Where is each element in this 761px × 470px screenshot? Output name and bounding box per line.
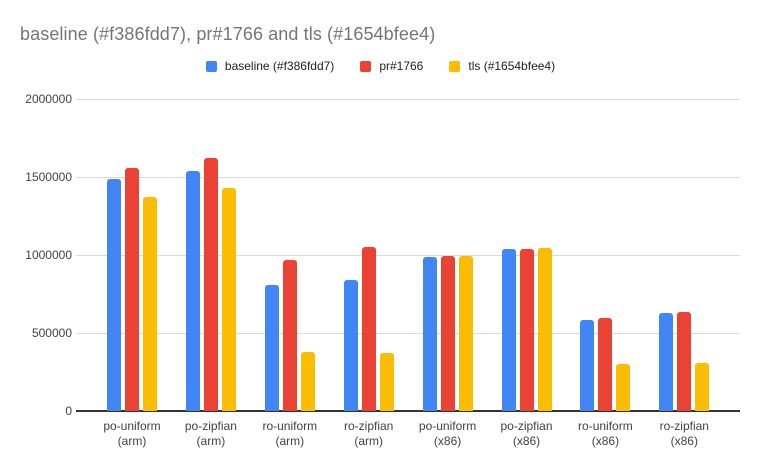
bar-ro-uniform-arm-series-1[interactable] (282, 259, 297, 411)
y-axis-tick-label: 2000000 (25, 92, 72, 106)
bar-ro-zipfian-x86-series-0[interactable] (659, 313, 674, 411)
bar-po-zipfian-x86-series-0[interactable] (501, 248, 516, 411)
legend-item-pr1766[interactable]: pr#1766 (360, 59, 423, 73)
bar-ro-uniform-x86-series-2[interactable] (616, 364, 631, 411)
x-axis-category-label: po-zipfian (x86) (500, 419, 553, 448)
bar-po-uniform-arm-series-2[interactable] (143, 196, 157, 411)
legend-swatch-blue-icon (205, 60, 217, 72)
y-gridline (76, 99, 740, 100)
bar-po-zipfian-x86-series-1[interactable] (519, 248, 534, 411)
legend-label-tls: tls (#1654bfee4) (468, 59, 556, 73)
bar-po-zipfian-arm-series-0[interactable] (185, 170, 200, 411)
y-gridline (76, 255, 740, 256)
y-axis-tick-label: 500000 (31, 326, 72, 340)
x-axis-category-label: ro-zipfian (arm) (344, 419, 394, 448)
bar-po-uniform-x86-series-0[interactable] (422, 256, 437, 411)
x-axis-category-label: po-zipfian (arm) (184, 419, 237, 448)
y-gridline (76, 333, 740, 334)
legend-label-pr1766: pr#1766 (379, 59, 424, 73)
bar-ro-zipfian-x86-series-1[interactable] (677, 312, 692, 411)
bar-po-zipfian-x86-series-2[interactable] (537, 247, 552, 411)
y-axis-tick-label: 0 (65, 404, 72, 418)
x-axis-category-label: ro-uniform (arm) (262, 419, 318, 448)
x-axis-category-label: ro-uniform (x86) (578, 419, 633, 448)
bar-po-uniform-arm-series-1[interactable] (125, 167, 139, 411)
chart-legend: baseline (#f386fdd7) pr#1766 tls (#1654b… (0, 59, 761, 73)
legend-swatch-yellow-icon (449, 60, 461, 72)
legend-item-tls[interactable]: tls (#1654bfee4) (449, 59, 555, 73)
bar-po-uniform-x86-series-2[interactable] (458, 255, 473, 411)
bar-po-uniform-arm-series-0[interactable] (107, 178, 121, 411)
x-axis-category-label: po-uniform (x86) (418, 419, 477, 448)
bar-ro-uniform-x86-series-0[interactable] (580, 319, 595, 411)
bar-ro-uniform-x86-series-1[interactable] (598, 318, 613, 411)
bar-ro-zipfian-arm-series-0[interactable] (343, 279, 358, 411)
bar-po-zipfian-arm-series-1[interactable] (203, 158, 218, 411)
x-axis-line (76, 410, 740, 412)
bar-ro-uniform-arm-series-2[interactable] (300, 351, 315, 411)
bar-ro-zipfian-x86-series-2[interactable] (695, 363, 710, 411)
legend-item-baseline[interactable]: baseline (#f386fdd7) (205, 59, 335, 73)
y-gridline (76, 177, 740, 178)
legend-swatch-red-icon (360, 60, 372, 72)
bar-po-uniform-x86-series-1[interactable] (440, 255, 455, 411)
bar-po-zipfian-arm-series-2[interactable] (221, 187, 236, 411)
x-axis-category-label: po-uniform (arm) (103, 419, 161, 448)
x-axis-category-label: ro-zipfian (x86) (659, 419, 709, 448)
bar-ro-uniform-arm-series-0[interactable] (264, 285, 279, 411)
y-axis-tick-label: 1000000 (25, 248, 72, 262)
bar-ro-zipfian-arm-series-1[interactable] (361, 247, 376, 411)
chart-title: baseline (#f386fdd7), pr#1766 and tls (#… (20, 24, 436, 44)
bar-ro-zipfian-arm-series-2[interactable] (379, 352, 394, 411)
legend-label-baseline: baseline (#f386fdd7) (224, 59, 335, 73)
y-axis-tick-label: 1500000 (25, 170, 72, 184)
